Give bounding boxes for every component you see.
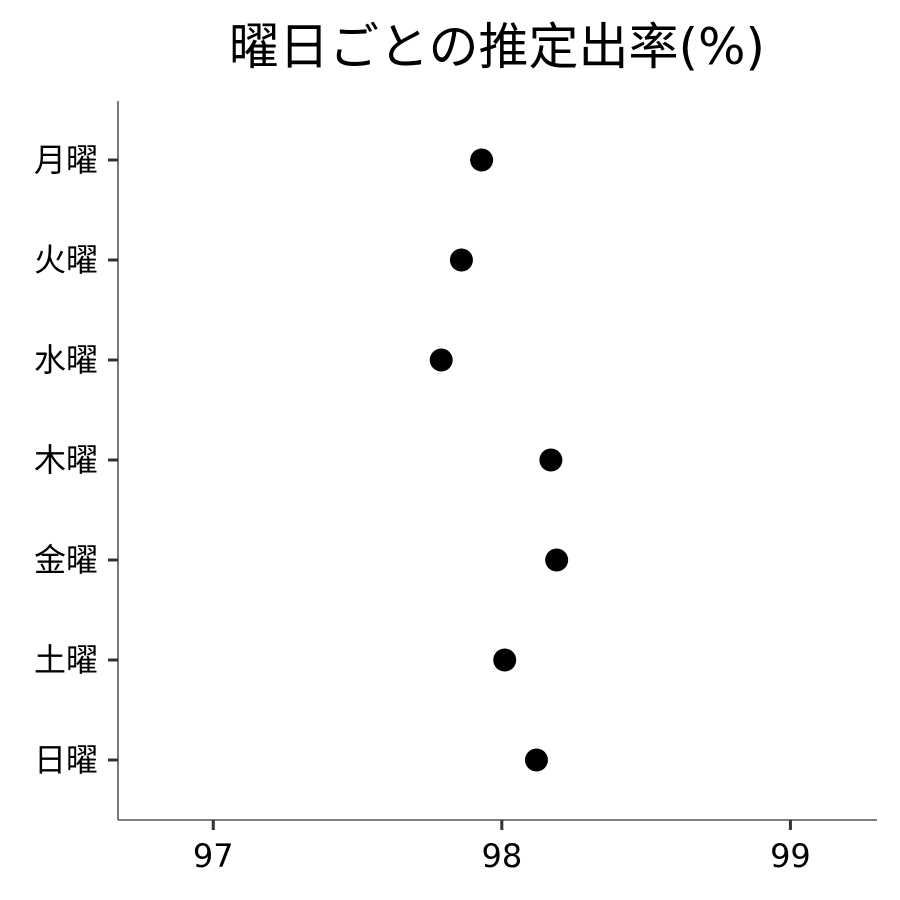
x-axis: 97 98 99 <box>118 819 877 875</box>
data-points <box>429 148 569 772</box>
chart-title: 曜日ごとの推定出率(%) <box>229 18 765 76</box>
data-point <box>429 348 453 372</box>
data-point <box>493 648 517 672</box>
y-tick-label: 火曜 <box>34 241 98 279</box>
x-tick-label: 98 <box>481 837 522 875</box>
data-point <box>449 248 473 272</box>
x-tick-label: 99 <box>770 837 811 875</box>
y-tick-label: 金曜 <box>34 541 98 579</box>
data-point <box>545 548 569 572</box>
y-tick-label: 土曜 <box>34 641 98 679</box>
data-point <box>470 148 494 172</box>
x-tick-label: 97 <box>193 837 234 875</box>
data-point <box>539 448 563 472</box>
y-tick-label: 木曜 <box>34 441 98 479</box>
y-tick-label: 月曜 <box>34 141 98 179</box>
y-tick-label: 水曜 <box>34 341 98 379</box>
data-point <box>524 748 548 772</box>
y-tick-label: 日曜 <box>34 741 98 779</box>
